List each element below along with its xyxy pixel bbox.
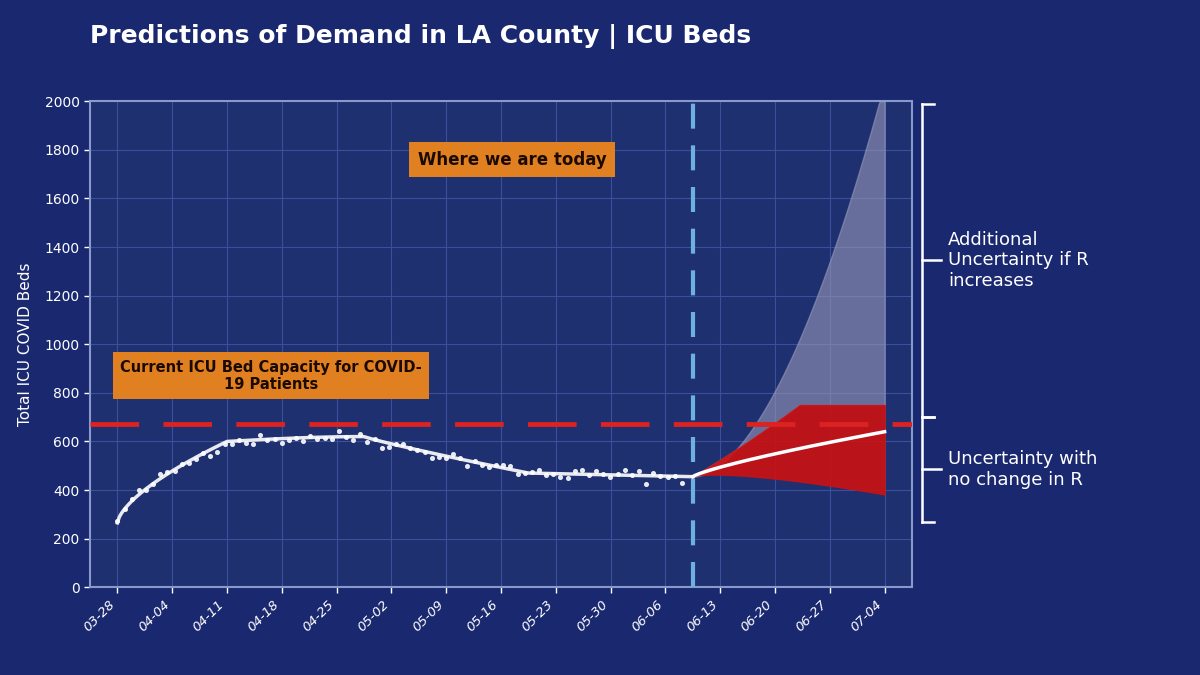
Point xyxy=(200,450,220,461)
Text: Additional
Uncertainty if R
increases: Additional Uncertainty if R increases xyxy=(948,231,1088,290)
Point xyxy=(608,468,628,479)
Point xyxy=(314,433,334,443)
Point xyxy=(108,516,127,526)
Point xyxy=(486,459,505,470)
Point xyxy=(365,433,384,444)
Point xyxy=(301,431,320,441)
Point xyxy=(172,458,191,469)
Point xyxy=(650,470,670,481)
Point xyxy=(572,464,592,475)
Point xyxy=(236,438,256,449)
Point xyxy=(408,445,427,456)
Point xyxy=(479,462,498,472)
Point xyxy=(272,437,292,448)
Point xyxy=(208,446,227,457)
Text: Predictions of Demand in LA County | ICU Beds: Predictions of Demand in LA County | ICU… xyxy=(90,24,751,49)
Point xyxy=(151,468,170,479)
Point xyxy=(437,452,456,463)
Point xyxy=(580,469,599,480)
Point xyxy=(265,433,284,444)
Point xyxy=(544,468,563,479)
Point xyxy=(551,472,570,483)
Point xyxy=(137,484,156,495)
Point xyxy=(343,435,362,446)
Point xyxy=(508,468,527,479)
Point xyxy=(251,429,270,440)
Point xyxy=(536,470,556,481)
Point xyxy=(115,504,134,515)
Point xyxy=(451,453,470,464)
Point xyxy=(643,468,662,479)
Point xyxy=(386,439,406,450)
Point xyxy=(229,435,248,446)
Point xyxy=(672,477,691,488)
Point xyxy=(144,479,163,489)
Point xyxy=(158,466,178,477)
Point xyxy=(379,442,398,453)
Point xyxy=(430,452,449,462)
Point xyxy=(658,472,677,483)
Point xyxy=(444,449,463,460)
Point xyxy=(358,436,377,447)
Point xyxy=(287,432,306,443)
Point xyxy=(515,468,534,479)
Point xyxy=(587,466,606,477)
Point xyxy=(350,429,370,439)
Point xyxy=(401,442,420,453)
Point xyxy=(179,457,198,468)
Point xyxy=(308,434,328,445)
Point xyxy=(636,479,655,489)
Point xyxy=(616,465,635,476)
Text: Where we are today: Where we are today xyxy=(418,151,606,169)
Point xyxy=(258,435,277,446)
Point xyxy=(529,465,548,476)
Point xyxy=(422,452,442,463)
Point xyxy=(294,436,313,447)
Point xyxy=(193,448,212,458)
Point xyxy=(601,472,620,483)
Text: Uncertainty with
no change in R: Uncertainty with no change in R xyxy=(948,450,1097,489)
Point xyxy=(186,454,205,464)
Point xyxy=(493,459,512,470)
Point xyxy=(244,439,263,450)
Y-axis label: Total ICU COVID Beds: Total ICU COVID Beds xyxy=(18,263,34,426)
Point xyxy=(665,470,684,481)
Point xyxy=(130,485,149,495)
Text: Current ICU Bed Capacity for COVID-
19 Patients: Current ICU Bed Capacity for COVID- 19 P… xyxy=(120,360,421,392)
Point xyxy=(629,465,648,476)
Point xyxy=(215,439,234,450)
Point xyxy=(558,472,577,483)
Point xyxy=(394,439,413,450)
Point xyxy=(458,461,478,472)
Point xyxy=(322,433,341,444)
Point xyxy=(415,447,434,458)
Point xyxy=(466,456,485,466)
Point xyxy=(222,439,241,450)
Point xyxy=(280,435,299,446)
Point xyxy=(472,460,491,470)
Point xyxy=(336,431,355,442)
Point xyxy=(122,493,142,504)
Point xyxy=(500,461,520,472)
Point xyxy=(623,470,642,481)
Point xyxy=(372,442,391,453)
Point xyxy=(164,466,184,477)
Point xyxy=(565,466,584,477)
Point xyxy=(522,466,541,477)
Point xyxy=(594,468,613,479)
Point xyxy=(329,425,348,436)
